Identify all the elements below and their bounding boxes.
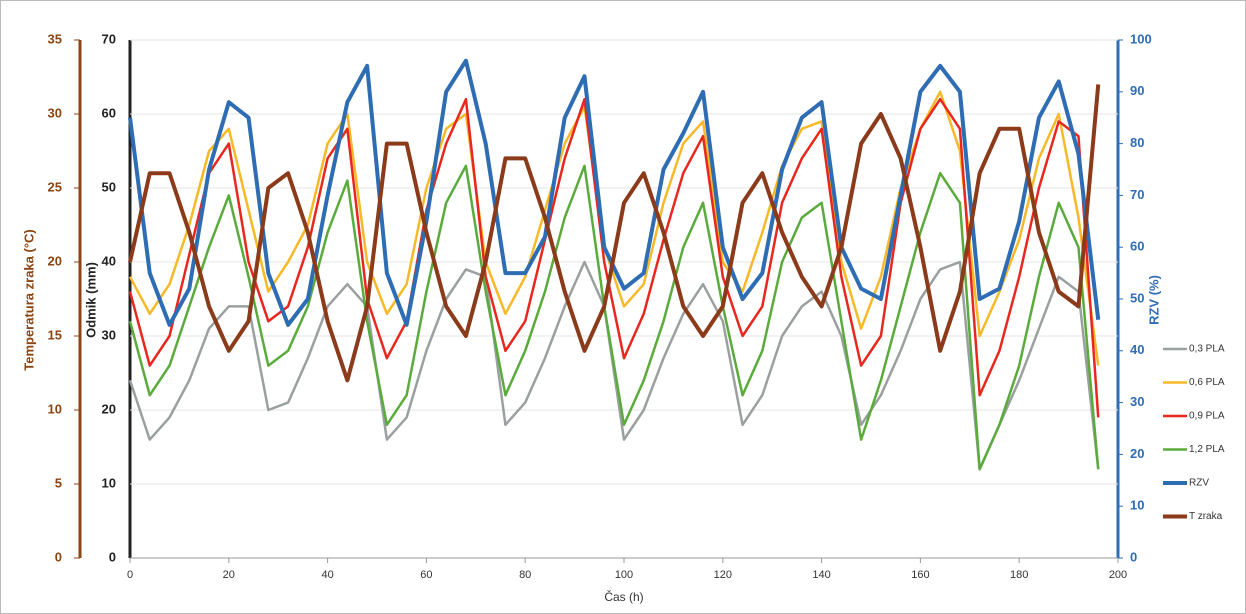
- y3-tick-label: 20: [48, 253, 62, 268]
- series-line: [128, 84, 1101, 383]
- y3-tick-label: 5: [55, 475, 62, 490]
- y2-tick-label: 10: [1130, 498, 1144, 513]
- y2-tick-label: 0: [1130, 549, 1137, 564]
- y-tick-label: 20: [102, 401, 116, 416]
- x-tick-label: 180: [1010, 569, 1028, 581]
- x-tick-label: 0: [127, 569, 133, 581]
- series-line: [128, 90, 1100, 366]
- x-tick-label: 120: [714, 569, 732, 581]
- y3-tick-label: 35: [48, 31, 62, 46]
- y-tick-label: 0: [109, 549, 116, 564]
- series-line: [128, 164, 1100, 471]
- x-tick-label: 60: [420, 569, 432, 581]
- x-tick-label: 160: [911, 569, 929, 581]
- y2-tick-label: 70: [1130, 187, 1144, 202]
- y-tick-label: 50: [102, 179, 116, 194]
- y3-tick-label: 25: [48, 179, 62, 194]
- series-line: [128, 97, 1100, 418]
- y3-tick-label: 30: [48, 105, 62, 120]
- y3-tick-label: 10: [48, 401, 62, 416]
- y2-tick-label: 40: [1130, 342, 1144, 357]
- y2-tick-label: 30: [1130, 394, 1144, 409]
- x-tick-label: 200: [1109, 569, 1127, 581]
- legend-label: RZV: [1189, 478, 1209, 489]
- y2-tick-label: 90: [1130, 83, 1144, 98]
- legend-label: T zraka: [1189, 511, 1223, 522]
- legend-label: 0,6 PLA: [1189, 377, 1225, 388]
- y2-tick-label: 80: [1130, 135, 1144, 150]
- y-tick-label: 40: [102, 253, 116, 268]
- x-tick-label: 140: [812, 569, 830, 581]
- y2-axis-title: RZV (%): [1146, 275, 1161, 325]
- y2-tick-label: 60: [1130, 239, 1144, 254]
- legend-label: 0,3 PLA: [1189, 344, 1225, 355]
- x-tick-label: 40: [321, 569, 333, 581]
- y-tick-label: 30: [102, 327, 116, 342]
- y3-axis-title: Temperatura zraka (°C): [21, 229, 36, 371]
- y-tick-label: 10: [102, 475, 116, 490]
- y3-tick-label: 0: [55, 549, 62, 564]
- x-tick-label: 80: [519, 569, 531, 581]
- y-tick-label: 70: [102, 31, 116, 46]
- y-axis-title: Odmik (mm): [83, 262, 98, 338]
- y-tick-label: 60: [102, 105, 116, 120]
- series-line: [128, 58, 1101, 327]
- x-tick-label: 100: [615, 569, 633, 581]
- y2-tick-label: 20: [1130, 446, 1144, 461]
- x-tick-label: 20: [223, 569, 235, 581]
- y2-tick-label: 100: [1130, 31, 1152, 46]
- legend-label: 1,2 PLA: [1189, 444, 1225, 455]
- y2-tick-label: 50: [1130, 290, 1144, 305]
- x-axis-title: Čas (h): [604, 589, 643, 604]
- legend-label: 0,9 PLA: [1189, 411, 1225, 422]
- y3-tick-label: 15: [48, 327, 62, 342]
